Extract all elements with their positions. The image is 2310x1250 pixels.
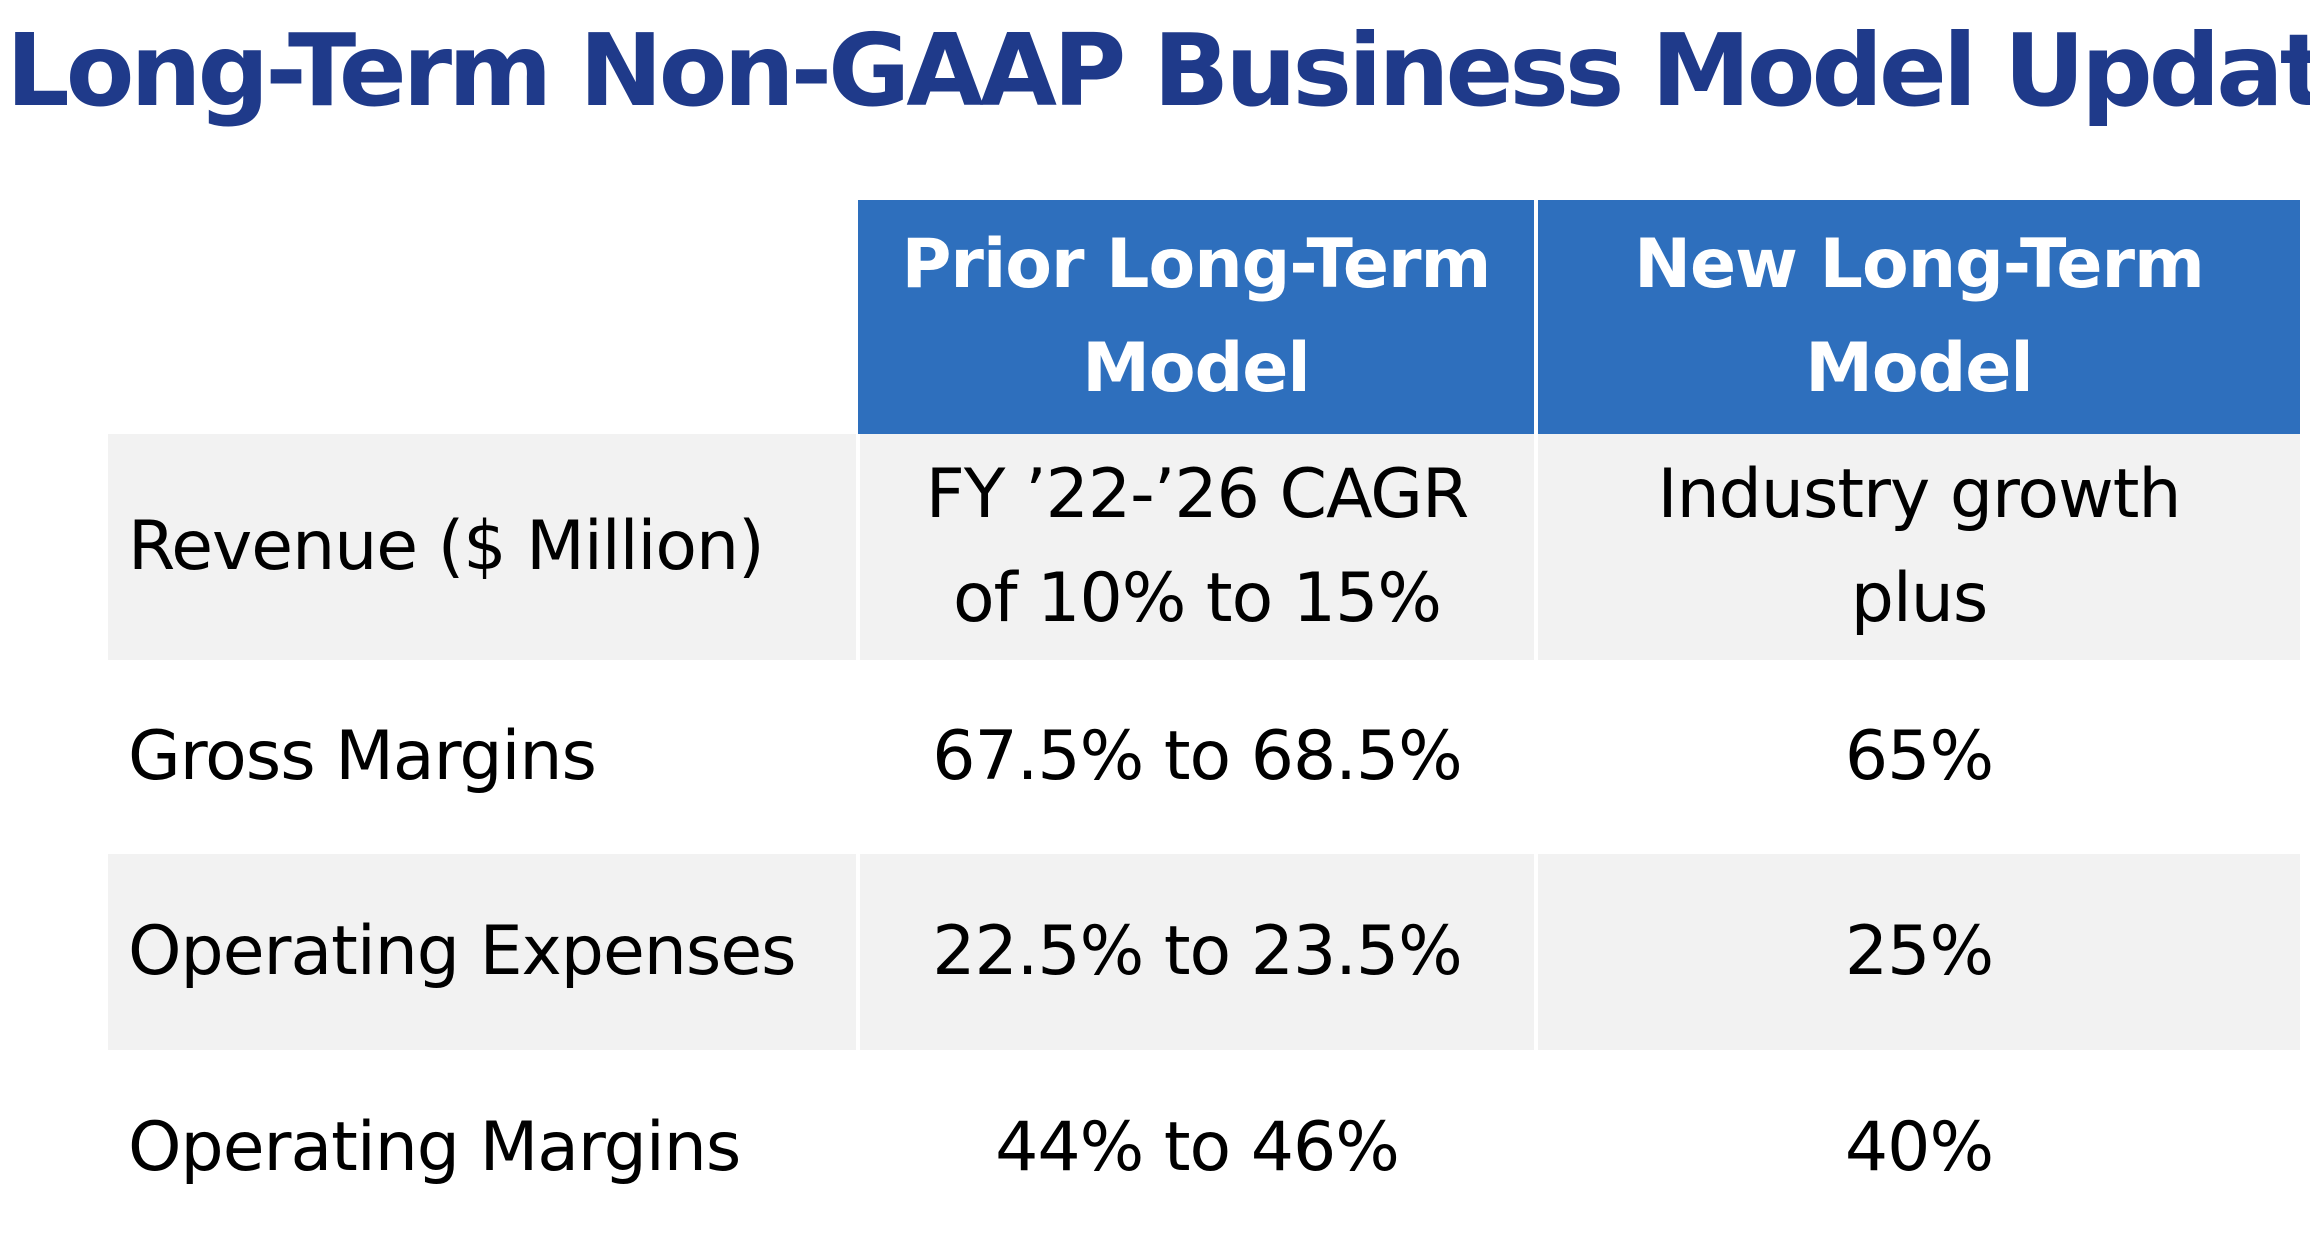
new-value: 65% xyxy=(1536,660,2300,854)
header-new-label: New Long-Term Model xyxy=(1634,225,2205,408)
new-value: Industry growth plus xyxy=(1536,434,2300,660)
row-label: Operating Margins xyxy=(108,1050,860,1246)
table-row-revenue: Revenue ($ Million) FY ’22-’26 CAGR of 1… xyxy=(108,434,2300,660)
table-row-operating-margins: Operating Margins 44% to 46% 40% xyxy=(108,1050,2300,1246)
new-value-text: Industry growth plus xyxy=(1657,455,2182,638)
new-value: 25% xyxy=(1536,854,2300,1050)
table-header-row: Prior Long-Term Model New Long-Term Mode… xyxy=(108,200,2300,434)
header-new-model: New Long-Term Model xyxy=(1536,200,2300,434)
row-label: Gross Margins xyxy=(108,660,860,854)
business-model-table: Prior Long-Term Model New Long-Term Mode… xyxy=(108,200,2300,1246)
prior-value: 44% to 46% xyxy=(858,1050,1538,1246)
header-blank-cell xyxy=(108,200,858,434)
slide-title: Long-Term Non-GAAP Business Model Update xyxy=(6,12,2310,129)
prior-value: 22.5% to 23.5% xyxy=(858,854,1538,1050)
new-value: 40% xyxy=(1536,1050,2300,1246)
table-row-operating-expenses: Operating Expenses 22.5% to 23.5% 25% xyxy=(108,854,2300,1050)
header-prior-model: Prior Long-Term Model xyxy=(858,200,1538,434)
row-label: Revenue ($ Million) xyxy=(108,434,860,660)
header-prior-label: Prior Long-Term Model xyxy=(901,225,1492,408)
row-label: Operating Expenses xyxy=(108,854,860,1050)
prior-value: 67.5% to 68.5% xyxy=(858,660,1538,854)
table-row-gross-margins: Gross Margins 67.5% to 68.5% 65% xyxy=(108,660,2300,854)
prior-value-text: FY ’22-’26 CAGR of 10% to 15% xyxy=(925,455,1469,638)
prior-value: FY ’22-’26 CAGR of 10% to 15% xyxy=(858,434,1538,660)
